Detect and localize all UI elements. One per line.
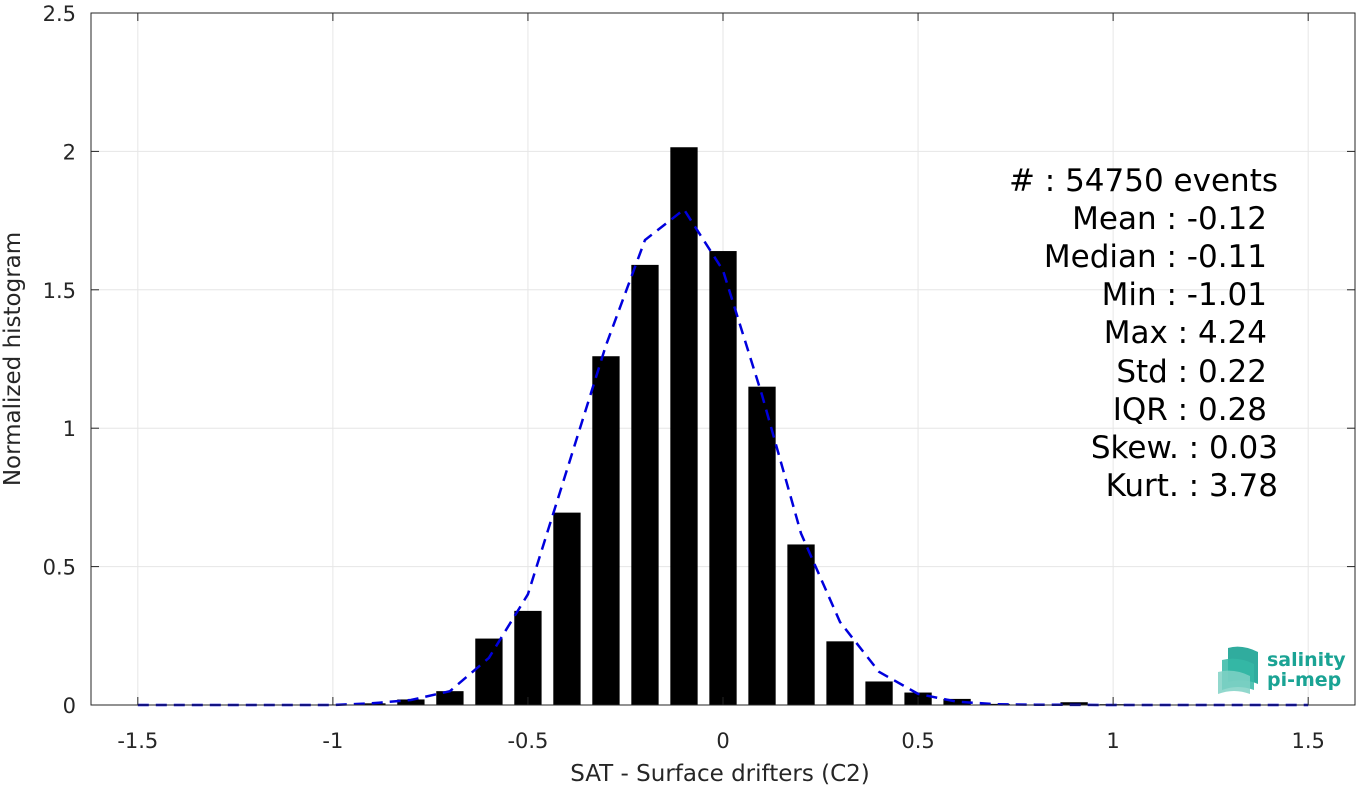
histogram-bar	[397, 699, 425, 705]
histogram-bar	[670, 147, 698, 706]
x-tick-label: 1.5	[1291, 729, 1324, 753]
x-axis-label: SAT - Surface drifters (C2)	[570, 761, 870, 785]
x-tick-label: -1	[322, 729, 343, 753]
y-tick-label: 2	[63, 140, 76, 164]
histogram-bar	[436, 691, 464, 705]
salinity-pimep-logo: salinity pi-mep	[1218, 646, 1346, 694]
x-tick-label: 0.5	[901, 729, 934, 753]
y-tick-label: 1.5	[43, 279, 76, 303]
x-tick-label: -0.5	[507, 729, 548, 753]
stats-panel: # : 54750 events Mean : -0.12 Median : -…	[1009, 163, 1278, 504]
stats-std: Std : 0.22	[1116, 354, 1267, 390]
histogram-bar	[709, 251, 737, 705]
logo-line1: salinity	[1267, 649, 1346, 671]
stats-skew: Skew. : 0.03	[1091, 430, 1278, 466]
stats-kurt: Kurt. : 3.78	[1106, 468, 1278, 504]
y-tick-labels: 0 0.5 1 1.5 2 2.5	[43, 2, 76, 718]
x-tick-label: -1.5	[117, 729, 158, 753]
y-axis-label: Normalized histogram	[0, 232, 26, 486]
stats-min: Min : -1.01	[1102, 277, 1267, 313]
histogram-bar	[787, 544, 815, 705]
stats-median: Median : -0.11	[1044, 239, 1267, 275]
stats-count: # : 54750 events	[1009, 163, 1278, 199]
fit-curve-line	[137, 207, 1309, 707]
histogram-bar	[631, 264, 659, 705]
y-tick-label: 2.5	[43, 2, 76, 26]
x-tick-label: 0	[716, 729, 729, 753]
histogram-bar	[982, 703, 1010, 705]
histogram-bar	[553, 512, 581, 705]
x-tick-label: 1	[1106, 729, 1119, 753]
x-tick-labels: -1.5 -1 -0.5 0 0.5 1 1.5	[117, 729, 1325, 753]
histogram-bar	[826, 641, 854, 705]
logo-line2: pi-mep	[1267, 669, 1341, 691]
histogram-bar	[943, 698, 971, 705]
stats-mean: Mean : -0.12	[1072, 201, 1267, 237]
histogram-bar	[514, 610, 542, 705]
histogram-bars	[319, 147, 1127, 706]
histogram-bar	[748, 386, 776, 705]
stats-max: Max : 4.24	[1104, 315, 1267, 351]
wave-logo-icon	[1218, 646, 1258, 694]
histogram-bar	[475, 638, 503, 705]
y-tick-label: 0	[63, 694, 76, 718]
y-tick-label: 1	[63, 417, 76, 441]
histogram-bar	[865, 681, 893, 705]
stats-iqr: IQR : 0.28	[1113, 392, 1267, 428]
y-tick-label: 0.5	[43, 556, 76, 580]
axis-ticks	[91, 12, 1355, 706]
histogram-bar	[592, 356, 620, 705]
